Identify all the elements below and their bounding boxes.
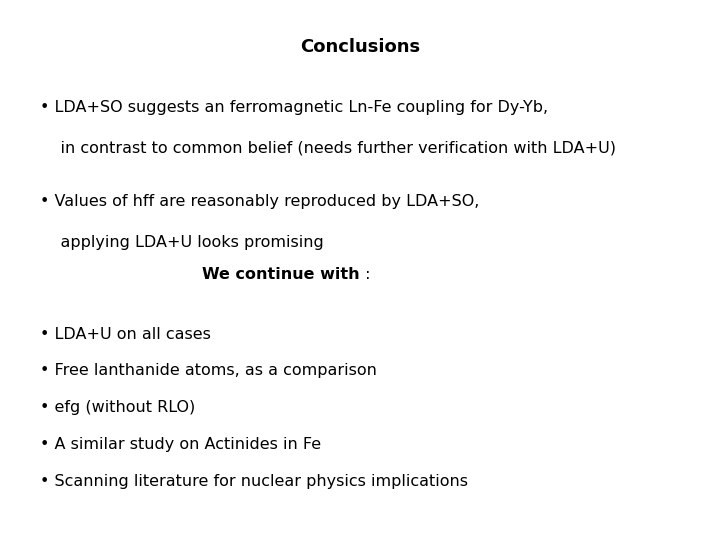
Text: We continue with: We continue with xyxy=(202,267,360,282)
Text: Conclusions: Conclusions xyxy=(300,38,420,56)
Text: • A similar study on Actinides in Fe: • A similar study on Actinides in Fe xyxy=(40,437,320,452)
Text: :: : xyxy=(360,267,371,282)
Text: • LDA+SO suggests an ferromagnetic Ln-Fe coupling for Dy-Yb,: • LDA+SO suggests an ferromagnetic Ln-Fe… xyxy=(40,100,548,115)
Text: • Free lanthanide atoms, as a comparison: • Free lanthanide atoms, as a comparison xyxy=(40,363,377,379)
Text: • Values of hff are reasonably reproduced by LDA+SO,: • Values of hff are reasonably reproduce… xyxy=(40,194,479,210)
Text: applying LDA+U looks promising: applying LDA+U looks promising xyxy=(40,235,323,250)
Text: • LDA+U on all cases: • LDA+U on all cases xyxy=(40,327,210,342)
Text: • efg (without RLO): • efg (without RLO) xyxy=(40,400,195,415)
Text: in contrast to common belief (needs further verification with LDA+U): in contrast to common belief (needs furt… xyxy=(40,140,616,156)
Text: • Scanning literature for nuclear physics implications: • Scanning literature for nuclear physic… xyxy=(40,474,467,489)
